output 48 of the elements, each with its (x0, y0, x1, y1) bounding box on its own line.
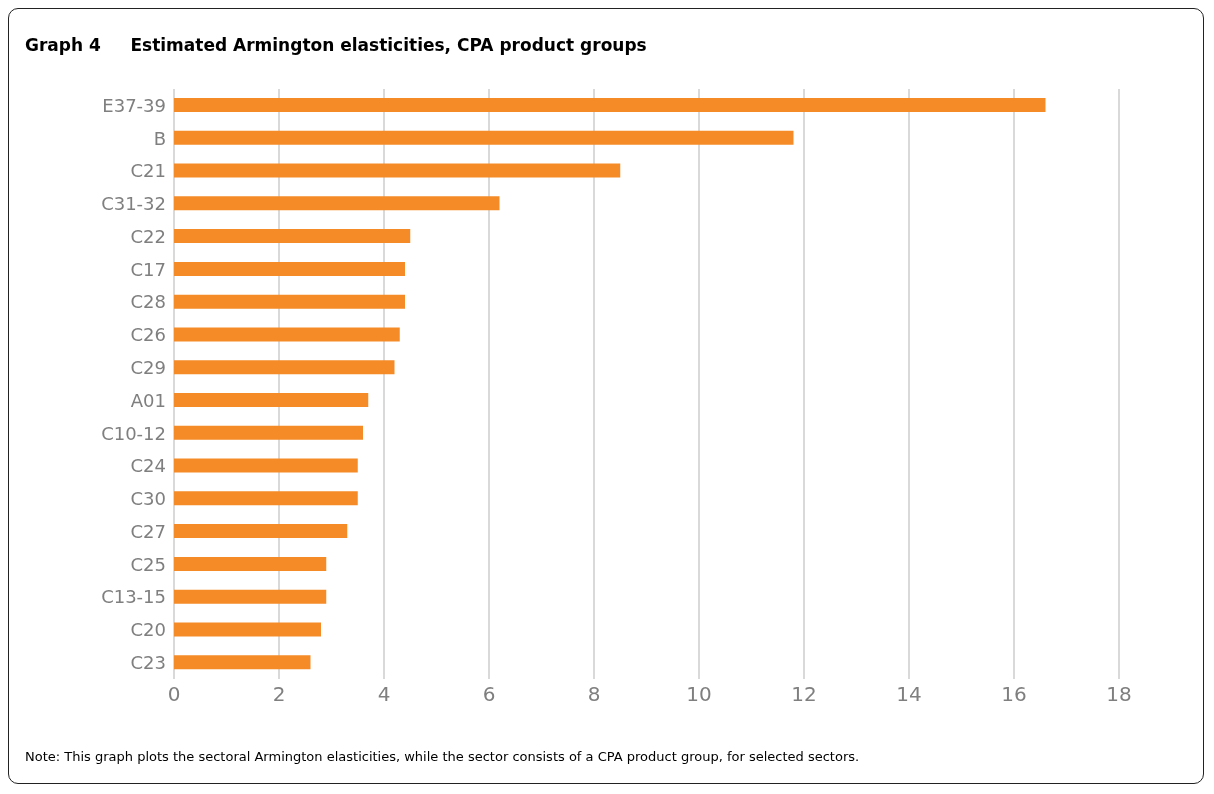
x-tick-label: 16 (1001, 682, 1027, 707)
bar (174, 327, 400, 342)
x-tick-label: 8 (587, 682, 601, 707)
y-tick-label: E37-39 (102, 94, 166, 116)
y-tick-label: C17 (130, 258, 166, 280)
chart-title: Graph 4 Estimated Armington elasticities, CPA product groups (25, 35, 647, 55)
text: Note: This graph plots the sectoral Armington elasticities, while the sector consists of a CPA product group, for selected sectors. (25, 749, 860, 764)
bar (174, 229, 411, 244)
y-tick-label: C31-32 (101, 193, 166, 215)
bar (174, 196, 500, 211)
y-tick-label: C25 (130, 553, 166, 575)
bar (174, 130, 794, 145)
x-tick-label: 6 (482, 682, 496, 707)
y-tick-label: A01 (130, 389, 166, 411)
bar (174, 655, 311, 670)
bar (174, 425, 363, 440)
bar (174, 98, 1046, 112)
bar (174, 491, 358, 506)
y-tick-label: C13-15 (101, 586, 166, 608)
y-tick-label: C27 (130, 520, 166, 542)
x-tick-label: 4 (377, 682, 391, 707)
bar (174, 163, 621, 178)
y-tick-label: C10-12 (101, 422, 166, 444)
x-tick-label: 10 (686, 682, 712, 707)
y-tick-label: C28 (130, 291, 166, 313)
bar (174, 556, 327, 571)
bar (174, 622, 321, 637)
bar (174, 393, 369, 407)
bar (174, 524, 348, 539)
x-tick-label: 0 (167, 682, 181, 707)
bar (174, 261, 405, 276)
y-tick-label: C22 (130, 225, 166, 247)
y-tick-label: C29 (130, 357, 166, 378)
bar (174, 589, 327, 604)
bar (174, 458, 358, 473)
y-tick-label: C30 (130, 488, 166, 510)
y-tick-label: C20 (130, 619, 166, 641)
y-tick-label: C21 (130, 160, 166, 182)
x-tick-label: 12 (791, 682, 817, 707)
bar (174, 360, 395, 375)
bar (174, 294, 405, 309)
x-tick-label: 2 (272, 682, 286, 707)
y-tick-label: C26 (130, 324, 166, 346)
y-tick-label: C24 (130, 455, 166, 477)
y-tick-label: B (153, 127, 166, 149)
x-tick-label: 14 (896, 682, 922, 707)
y-tick-label: C23 (130, 652, 166, 673)
x-tick-label: 18 (1106, 682, 1132, 707)
